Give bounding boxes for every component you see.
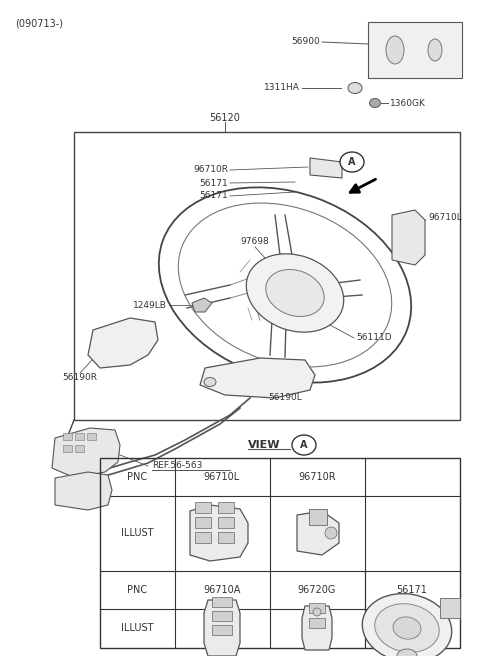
Text: 96710A: 96710A bbox=[204, 585, 240, 595]
Text: 96720G: 96720G bbox=[298, 585, 336, 595]
Bar bbox=[75, 433, 84, 440]
Bar bbox=[440, 598, 460, 618]
Text: 1360GK: 1360GK bbox=[390, 98, 426, 108]
Ellipse shape bbox=[266, 270, 324, 316]
Bar bbox=[87, 433, 96, 440]
Text: ILLUST: ILLUST bbox=[121, 623, 153, 633]
Ellipse shape bbox=[386, 36, 404, 64]
Bar bbox=[195, 517, 211, 528]
Bar bbox=[75, 445, 84, 452]
Text: 96710R: 96710R bbox=[298, 472, 336, 482]
Text: 96710R: 96710R bbox=[193, 165, 228, 174]
Polygon shape bbox=[392, 210, 425, 265]
Polygon shape bbox=[190, 505, 248, 561]
Text: 97698: 97698 bbox=[240, 237, 269, 247]
Bar bbox=[74, 132, 460, 420]
Polygon shape bbox=[200, 358, 315, 398]
Text: 56171: 56171 bbox=[396, 585, 427, 595]
Ellipse shape bbox=[370, 98, 381, 108]
Bar bbox=[218, 532, 234, 543]
Text: 56900: 56900 bbox=[291, 37, 320, 47]
Polygon shape bbox=[368, 22, 462, 78]
Bar bbox=[212, 625, 232, 635]
Text: PNC: PNC bbox=[127, 472, 147, 482]
Ellipse shape bbox=[340, 152, 364, 172]
Ellipse shape bbox=[313, 608, 321, 616]
Bar bbox=[309, 618, 325, 628]
Text: 96710L: 96710L bbox=[204, 472, 240, 482]
Ellipse shape bbox=[428, 39, 442, 61]
Polygon shape bbox=[88, 318, 158, 368]
Text: 56171: 56171 bbox=[199, 178, 228, 188]
Ellipse shape bbox=[292, 435, 316, 455]
Bar bbox=[212, 597, 232, 607]
Ellipse shape bbox=[246, 254, 344, 332]
Text: 1249LB: 1249LB bbox=[133, 300, 167, 310]
Bar bbox=[100, 458, 460, 648]
Ellipse shape bbox=[362, 594, 452, 656]
Bar bbox=[218, 502, 234, 513]
Bar bbox=[218, 517, 234, 528]
Text: (090713-): (090713-) bbox=[15, 18, 63, 28]
Text: 56190R: 56190R bbox=[62, 373, 97, 382]
Polygon shape bbox=[55, 472, 112, 510]
Bar bbox=[309, 603, 325, 613]
Text: VIEW: VIEW bbox=[248, 440, 280, 450]
Polygon shape bbox=[52, 428, 120, 478]
Polygon shape bbox=[192, 298, 212, 312]
Text: ILLUST: ILLUST bbox=[121, 528, 153, 538]
Text: REF.56-563: REF.56-563 bbox=[152, 462, 203, 470]
Ellipse shape bbox=[397, 649, 417, 656]
Polygon shape bbox=[310, 158, 342, 178]
Bar bbox=[212, 611, 232, 621]
Polygon shape bbox=[204, 600, 240, 656]
Bar bbox=[195, 532, 211, 543]
Text: A: A bbox=[348, 157, 356, 167]
Text: 96710L: 96710L bbox=[428, 213, 462, 222]
Bar bbox=[63, 433, 72, 440]
Text: 1311HA: 1311HA bbox=[264, 83, 300, 92]
Ellipse shape bbox=[393, 617, 421, 639]
Bar bbox=[195, 502, 211, 513]
Text: 56190L: 56190L bbox=[268, 394, 302, 403]
Ellipse shape bbox=[325, 527, 337, 539]
Text: PNC: PNC bbox=[127, 585, 147, 595]
Bar bbox=[309, 509, 327, 525]
Polygon shape bbox=[302, 606, 332, 650]
Text: 56111D: 56111D bbox=[356, 333, 392, 342]
Ellipse shape bbox=[204, 377, 216, 386]
Bar bbox=[63, 445, 72, 452]
Text: A: A bbox=[300, 440, 308, 450]
Ellipse shape bbox=[375, 604, 439, 652]
Text: 56171: 56171 bbox=[199, 192, 228, 201]
Polygon shape bbox=[297, 511, 339, 555]
Ellipse shape bbox=[348, 83, 362, 94]
Text: 56120: 56120 bbox=[210, 113, 240, 123]
